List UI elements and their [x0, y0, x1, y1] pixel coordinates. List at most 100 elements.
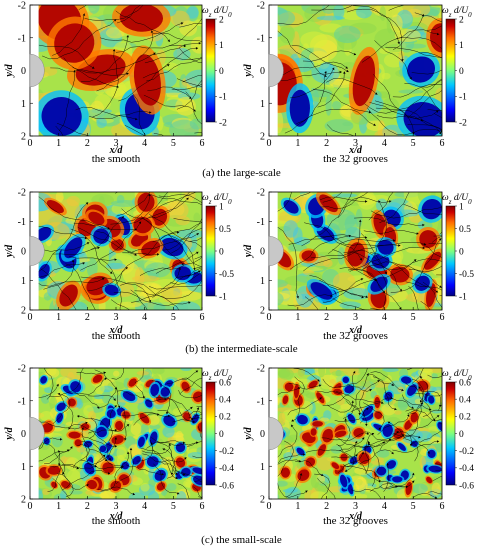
streamline: [168, 17, 202, 47]
negative-vortex: [64, 237, 83, 259]
streamline: [197, 426, 202, 439]
streamline: [387, 421, 419, 462]
y-tick-label: -2: [18, 1, 26, 12]
streamline: [40, 268, 77, 310]
streamline-arrow: [231, 427, 233, 430]
streamline: [303, 219, 361, 272]
streamline-arrow: [382, 441, 385, 444]
streamline-arrow: [343, 71, 346, 74]
streamline: [305, 449, 358, 458]
streamline-arrow: [233, 238, 235, 240]
background-blob: [116, 446, 127, 460]
streamline-arrow: [134, 253, 137, 256]
x-tick-label: 4: [382, 312, 387, 323]
streamline-arrow: [324, 74, 327, 77]
colorbar-tick-label: 0.2: [459, 413, 471, 423]
cylinder: [268, 53, 284, 88]
y-tick-label: 2: [260, 132, 265, 143]
streamline: [140, 215, 202, 268]
streamline-arrow: [464, 178, 466, 181]
background-blob: [173, 48, 191, 61]
streamline-arrow: [209, 361, 212, 363]
streamline: [377, 414, 410, 435]
x-tick-label: 6: [200, 138, 205, 149]
y-tick-label: -2: [18, 364, 26, 375]
streamline: [349, 247, 425, 272]
background-blob: [340, 403, 351, 410]
streamline: [407, 124, 442, 131]
streamline-arrow: [318, 384, 322, 387]
background-blob: [310, 474, 320, 489]
streamline-arrow: [183, 441, 186, 445]
background-blob: [60, 456, 68, 464]
streamline-arrow: [384, 271, 387, 275]
background-blob: [318, 368, 326, 378]
streamline: [36, 419, 88, 430]
streamline: [146, 57, 202, 82]
streamline: [359, 379, 380, 424]
streamline-arrow: [135, 117, 138, 121]
x-tick-label: 4: [382, 138, 387, 149]
positive-vortex: [47, 465, 61, 475]
streamline: [100, 451, 130, 492]
streamline: [337, 196, 392, 219]
positive-vortex: [426, 476, 433, 484]
streamline: [154, 192, 198, 212]
x-tick-label: 4: [142, 138, 147, 149]
background-blob: [279, 25, 296, 44]
streamline: [179, 378, 202, 395]
streamline-arrow: [109, 271, 113, 274]
streamline-arrow: [189, 96, 192, 99]
colorbar-tick-label: -0.5: [219, 270, 234, 280]
background-blob: [316, 15, 345, 21]
streamline: [65, 263, 96, 310]
colorbar-tick-label: -1: [459, 93, 467, 103]
streamline-arrow: [156, 253, 160, 256]
streamline-arrow: [436, 415, 440, 418]
background-blob: [166, 200, 189, 220]
background-blob: [333, 25, 361, 44]
streamline: [343, 251, 417, 270]
positive-vortex: [410, 412, 419, 423]
streamline-arrow: [456, 516, 459, 518]
streamline: [385, 472, 415, 489]
streamline-arrow: [125, 267, 128, 270]
streamline: [275, 28, 327, 78]
background-blob: [275, 480, 288, 487]
streamline: [146, 42, 201, 56]
positive-vortex: [156, 482, 166, 491]
background-blob: [60, 490, 67, 499]
x-tick-label: 2: [324, 501, 329, 512]
streamline: [291, 45, 349, 73]
streamline: [370, 371, 404, 391]
streamline-arrow: [444, 204, 447, 206]
streamline-arrow: [438, 404, 442, 408]
colorbar-tick-label: -0.2: [219, 447, 234, 457]
streamline: [136, 442, 153, 462]
streamline-arrow: [113, 19, 117, 22]
streamline: [96, 231, 137, 256]
streamline-arrow: [416, 232, 419, 235]
streamline: [322, 278, 364, 304]
streamline: [288, 382, 322, 390]
streamline: [63, 57, 119, 88]
streamline: [34, 277, 105, 287]
x-tick-label: 0: [267, 501, 272, 512]
streamline: [125, 464, 164, 475]
background-blob: [281, 409, 298, 423]
x-tick-label: 0: [28, 312, 33, 323]
streamline-arrow: [198, 42, 201, 45]
background-blob: [414, 398, 423, 405]
streamline: [310, 250, 387, 275]
background-blob: [330, 445, 343, 454]
positive-vortex: [284, 382, 294, 392]
streamline-arrow: [231, 239, 234, 241]
streamline-arrow: [114, 258, 117, 261]
positive-vortex: [312, 421, 324, 427]
streamline-arrow: [56, 383, 59, 387]
x-tick-label: 5: [411, 138, 416, 149]
streamline-arrow: [82, 262, 85, 265]
streamline-arrow: [196, 251, 199, 255]
streamline-arrow: [365, 423, 368, 427]
y-tick-label: 2: [260, 306, 265, 317]
